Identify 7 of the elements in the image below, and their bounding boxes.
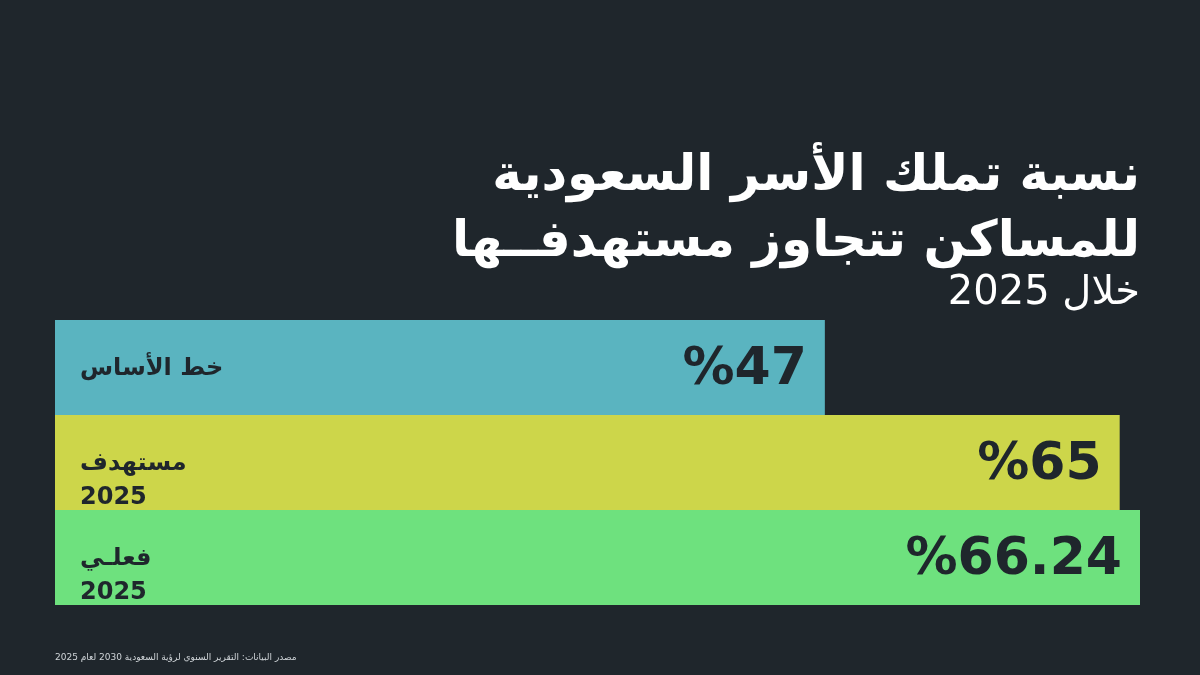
data-label: %65 — [977, 430, 1102, 491]
chart-title: نسبة تملك الأسر السعودية للمساكن تتجاوز مستهدفــها — [452, 142, 1140, 269]
chart-subtitle: خلال 2025 — [947, 267, 1140, 313]
text: مصدر البيانات: التقرير السنوي لرؤية السعودية 2030 لعام 2025 — [55, 652, 297, 662]
data-label: %66.24 — [905, 525, 1122, 586]
data-label: %47 — [682, 335, 807, 396]
y-tick-label: خط الأساس — [80, 351, 224, 381]
